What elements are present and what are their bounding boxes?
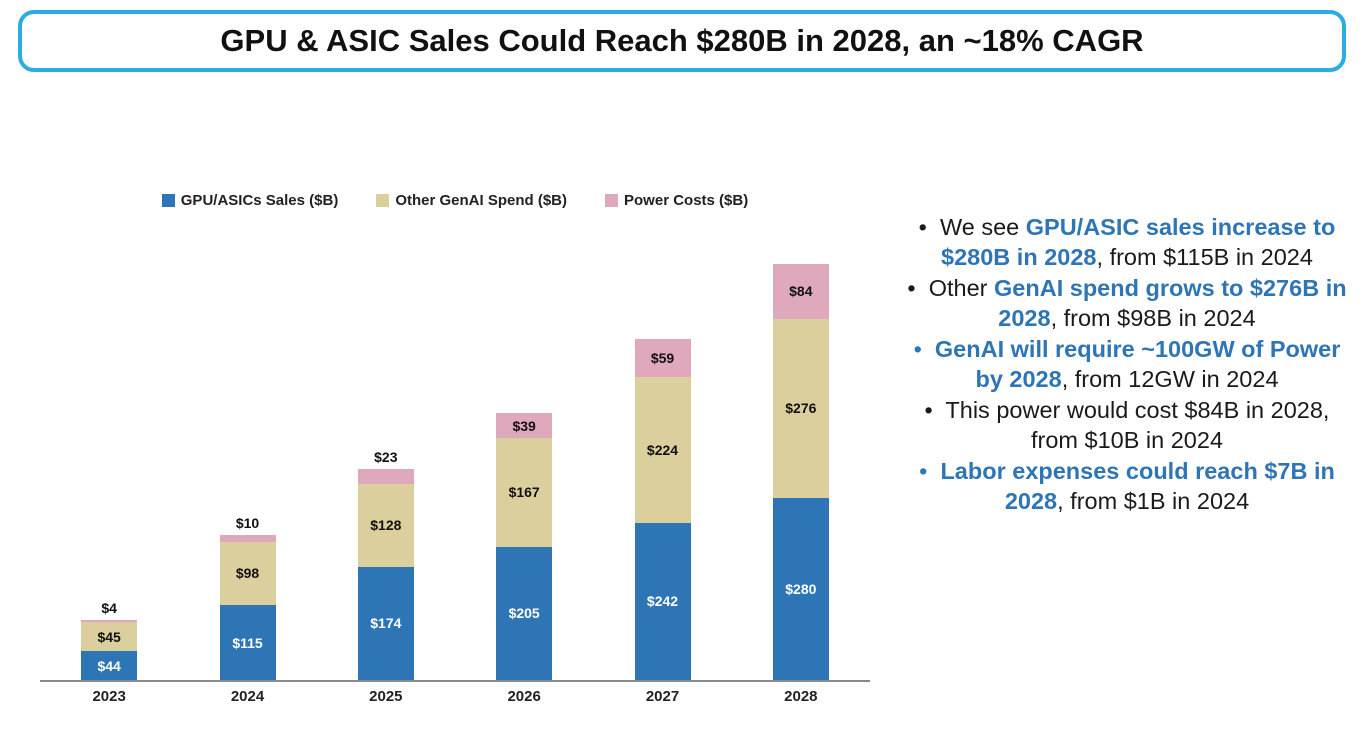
- bar-segment-blue: $280: [772, 497, 829, 680]
- bullet-list: • We see GPU/ASIC sales increase to $280…: [903, 212, 1351, 517]
- bullet-marker: •: [913, 336, 935, 362]
- legend-swatch-blue: [161, 193, 175, 207]
- x-axis-label: 2025: [369, 688, 403, 705]
- x-axis-label: 2027: [645, 688, 680, 705]
- bar-value-label: $84: [789, 283, 813, 300]
- bullet-text-segment: GenAI will require ~100GW of Power by 20…: [934, 336, 1341, 392]
- bar-segment-pink: [219, 535, 276, 542]
- bar-2028: $84 $276 $280: [772, 264, 829, 680]
- x-axis-label: 2023: [92, 688, 126, 705]
- bar-value-label: $59: [650, 349, 675, 366]
- bar-segment-blue: $115: [219, 605, 276, 680]
- bullet-marker: •: [918, 214, 940, 240]
- bar-value-label: $44: [97, 657, 121, 674]
- bar-segment-tan: $167: [496, 438, 553, 547]
- bar-segment-tan: $224: [634, 377, 691, 523]
- bullet-text-segment: Other: [928, 275, 995, 301]
- bar-value-label: $4: [101, 599, 117, 616]
- bar-2023: $4 $45 $44: [81, 600, 138, 680]
- legend-item-gpu-asics: GPU/ASICs Sales ($B): [161, 191, 339, 209]
- bar-value-label: $205: [508, 605, 540, 622]
- x-axis-label: 2024: [230, 688, 265, 705]
- bar-segment-tan: $128: [357, 483, 414, 567]
- bullet-item: • This power would cost $84B in 2028, fr…: [903, 395, 1351, 455]
- bar-value-label: $98: [235, 565, 260, 582]
- bullet-text-segment: , from 12GW in 2024: [1061, 366, 1279, 392]
- x-axis-label: 2028: [784, 688, 818, 705]
- bullet-item: • GenAI will require ~100GW of Power by …: [903, 334, 1351, 394]
- bar-2027: $59 $224 $242: [634, 338, 691, 680]
- bar-value-label: $242: [646, 593, 679, 610]
- bar-segment-pink: [81, 619, 138, 623]
- bar-2025: $23 $128 $174: [357, 449, 414, 680]
- bullet-item: • Labor expenses could reach $7B in 2028…: [903, 456, 1351, 516]
- bullet-text-segment: , from $98B in 2024: [1050, 305, 1256, 331]
- bar-segment-pink: $59: [634, 338, 691, 378]
- bar-segment-tan: $276: [772, 318, 829, 498]
- bar-value-label: $128: [370, 517, 402, 534]
- legend-item-power-costs: Power Costs ($B): [605, 192, 748, 209]
- bullet-text-segment: , from $1B in 2024: [1057, 488, 1250, 514]
- bar-2024: $10 $98 $115: [219, 515, 276, 680]
- bar-value-label: $167: [508, 484, 540, 501]
- bar-segment-blue: $174: [357, 566, 414, 680]
- bullet-marker: •: [907, 275, 929, 301]
- bullet-text-segment: We see: [939, 214, 1026, 240]
- bullet-text-segment: This power would cost $84B in 2028, from…: [945, 397, 1330, 453]
- legend-label: Power Costs ($B): [624, 191, 749, 209]
- bullet-item: • We see GPU/ASIC sales increase to $280…: [903, 212, 1351, 272]
- bar-segment-pink: $39: [496, 412, 553, 439]
- bullet-item: • Other GenAI spend grows to $276B in 20…: [903, 273, 1351, 333]
- bullet-marker: •: [919, 458, 941, 484]
- legend-swatch-pink: [605, 193, 619, 207]
- bar-value-label: $115: [232, 634, 263, 651]
- bar-segment-blue: $242: [634, 522, 691, 680]
- bar-segment-blue: $205: [496, 546, 553, 680]
- bar-2026: $39 $167 $205: [496, 412, 553, 680]
- bar-value-label: $280: [785, 580, 817, 597]
- plot-area: $4 $45 $44 2023 $10 $98 $115 2024 $23 $128 $174 202…: [40, 228, 870, 705]
- legend-item-other-genai: Other GenAI Spend ($B): [376, 192, 567, 209]
- bar-value-label: $276: [785, 400, 817, 417]
- bullet-text-segment: GenAI spend grows to $276B in 2028: [994, 275, 1347, 331]
- bar-segment-blue: $44: [81, 651, 138, 680]
- bar-value-label: $10: [235, 515, 260, 532]
- bar-value-label: $45: [97, 628, 121, 645]
- x-axis-label: 2026: [507, 688, 541, 705]
- legend-swatch-tan: [376, 193, 390, 207]
- stacked-bar-chart: GPU/ASICs Sales ($B) Other GenAI Spend (…: [40, 190, 870, 715]
- bar-segment-tan: $98: [219, 541, 276, 606]
- bar-segment-tan: $45: [81, 622, 138, 652]
- legend-label: GPU/ASICs Sales ($B): [180, 191, 339, 209]
- bar-value-label: $23: [374, 448, 398, 465]
- bar-value-label: $39: [512, 417, 536, 434]
- bullet-text-segment: , from $115B in 2024: [1096, 244, 1313, 270]
- bar-value-label: $224: [646, 441, 679, 458]
- bullet-text-segment: GPU/ASIC sales increase to $280B in 2028: [941, 214, 1336, 270]
- bullet-marker: •: [924, 397, 946, 423]
- page-title: GPU & ASIC Sales Could Reach $280B in 20…: [18, 10, 1346, 72]
- legend-label: Other GenAI Spend ($B): [395, 191, 568, 209]
- chart-legend: GPU/ASICs Sales ($B) Other GenAI Spend (…: [40, 190, 870, 210]
- bar-segment-pink: [357, 468, 414, 484]
- bar-value-label: $174: [370, 615, 402, 632]
- bullet-text-segment: Labor expenses could reach $7B in 2028: [940, 458, 1335, 514]
- bar-segment-pink: $84: [772, 264, 829, 319]
